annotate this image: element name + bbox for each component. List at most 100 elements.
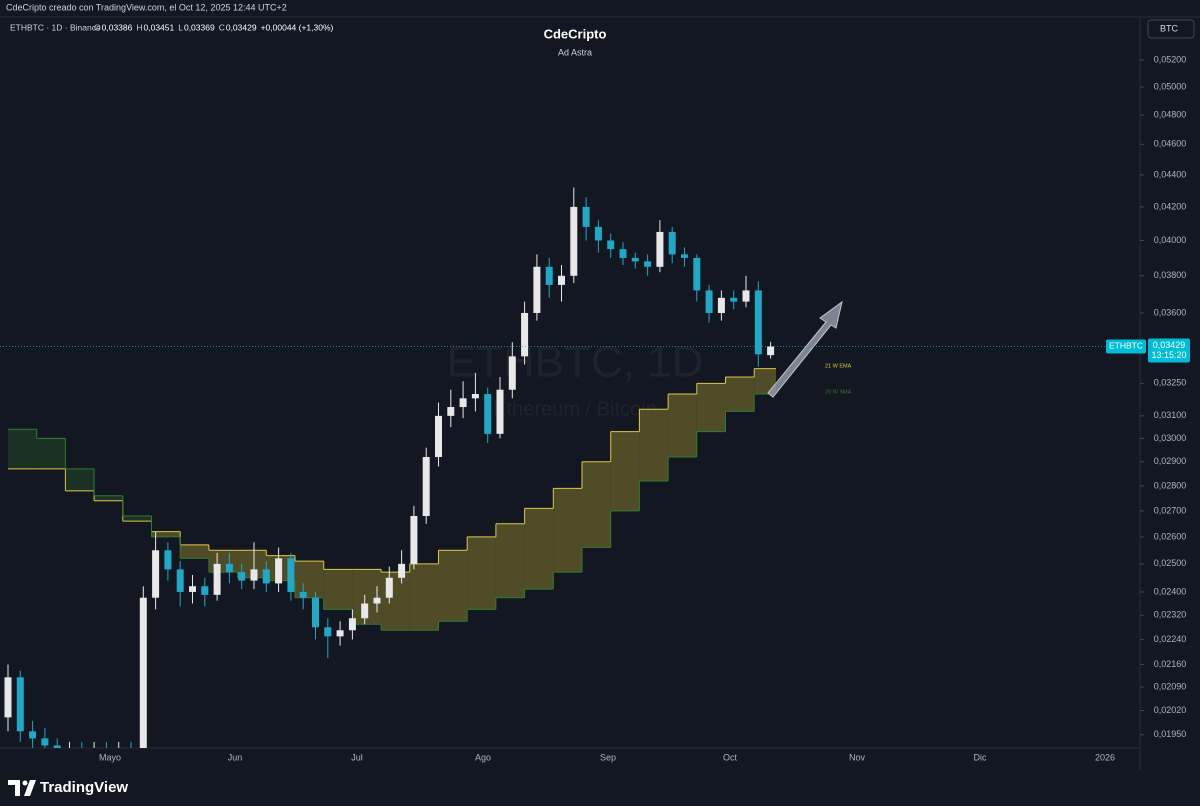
symbol: ETHBTC · 1D · Binance — [10, 22, 101, 32]
overlay-label: 21 W EMA — [825, 363, 852, 369]
candle-body — [496, 389, 504, 434]
candle-body — [730, 297, 738, 302]
band — [668, 394, 697, 458]
currency-button[interactable] — [1147, 19, 1195, 39]
y-tick-label: 0,04200 — [1154, 201, 1187, 211]
band — [122, 516, 152, 522]
band — [94, 495, 123, 501]
y-tick-label: 0,02160 — [1154, 659, 1187, 669]
ohlc-value: 0,03451 — [144, 22, 175, 32]
candle-body — [681, 254, 688, 258]
candle-body — [521, 312, 529, 357]
price-box — [1148, 338, 1190, 363]
candle-body — [668, 231, 676, 255]
band — [553, 488, 582, 573]
band — [495, 523, 525, 598]
x-tick-label: Ago — [475, 752, 491, 762]
y-tick-label: 0,02500 — [1154, 558, 1187, 568]
candle-body — [139, 597, 147, 748]
y-tick-label: 0,04600 — [1154, 139, 1187, 149]
candle-body — [594, 226, 602, 241]
y-tick-label: 0,03100 — [1154, 410, 1187, 420]
candle-body — [201, 586, 209, 595]
candle-body — [656, 231, 664, 267]
y-tick-label: 0,03000 — [1154, 433, 1187, 443]
band — [65, 468, 95, 491]
candle-body — [29, 731, 37, 739]
chart-subtitle: Ad Astra — [558, 47, 592, 57]
currency[interactable]: BTC — [1160, 23, 1179, 33]
candle-body — [262, 569, 270, 584]
candle-body — [152, 550, 160, 598]
candle-body — [619, 249, 627, 258]
candle-body — [312, 597, 319, 628]
candle-body — [570, 206, 578, 276]
candle-body — [213, 563, 221, 595]
x-tick-label: Mayo — [99, 752, 121, 762]
watermark: ETHBTC, 1D — [447, 338, 704, 387]
candle-body — [238, 572, 246, 581]
candle-body — [767, 346, 775, 356]
footer — [0, 770, 1200, 806]
y-tick-label: 0,02800 — [1154, 480, 1187, 490]
band — [524, 508, 554, 590]
overlay-label: 20 W SMA — [825, 389, 852, 395]
candle-body — [41, 738, 49, 746]
y-tick-label: 0,04400 — [1154, 169, 1187, 179]
ohlc-key: C — [219, 22, 225, 32]
band — [8, 429, 37, 469]
watermark-sub: Ethereum / Bitcoin — [493, 398, 656, 420]
y-tick-label: 0,03600 — [1154, 307, 1187, 317]
x-tick-label: Jun — [228, 752, 243, 762]
candle-body — [398, 563, 406, 578]
candle-body — [422, 457, 430, 517]
ohlc-key: L — [178, 22, 183, 32]
candle-body — [484, 394, 492, 434]
y-tick-label: 0,02020 — [1154, 705, 1187, 715]
candle-body — [558, 275, 565, 285]
y-tick-label: 0,03800 — [1154, 270, 1187, 280]
candle-body — [16, 677, 24, 732]
price-label: 0,03429 — [1153, 340, 1186, 350]
candle-body — [754, 290, 762, 355]
y-tick-label: 0,02090 — [1154, 681, 1187, 691]
candle-body — [644, 261, 652, 267]
y-tick-label: 0,01950 — [1154, 729, 1187, 739]
band — [151, 531, 181, 537]
candle-body — [53, 745, 61, 748]
y-tick-label: 0,02320 — [1154, 610, 1187, 620]
candle-body — [717, 297, 725, 313]
band — [381, 572, 410, 631]
band — [295, 561, 324, 598]
candle-body — [582, 206, 590, 227]
band — [582, 461, 611, 548]
logo-icon — [8, 780, 36, 796]
x-tick-label: 2026 — [1095, 752, 1115, 762]
x-tick-label: Sep — [600, 752, 616, 762]
band — [639, 409, 669, 481]
logo: TradingView — [40, 779, 128, 796]
candle-body — [447, 407, 455, 416]
candle-body — [410, 516, 418, 564]
y-tick-label: 0,02900 — [1154, 456, 1187, 466]
ohlc-key: O — [94, 22, 101, 32]
candle-body — [742, 290, 750, 302]
band — [725, 377, 755, 412]
candle-body — [4, 677, 12, 718]
band — [696, 383, 726, 432]
plot — [4, 187, 776, 748]
chart-title: CdeCripto — [544, 26, 607, 41]
candle-body — [361, 603, 369, 619]
price-countdown: 13:15:20 — [1151, 350, 1186, 360]
x-tick-label: Oct — [723, 752, 738, 762]
legend: ETHBTC · 1D · Binance O 0,03386 H 0,03451 L 0… — [10, 22, 334, 32]
candle-body — [275, 558, 283, 584]
band — [610, 431, 640, 511]
candle-body — [373, 597, 381, 604]
candle-body — [471, 394, 479, 399]
candle-body — [385, 577, 393, 598]
y-tick-label: 0,05200 — [1154, 54, 1187, 64]
